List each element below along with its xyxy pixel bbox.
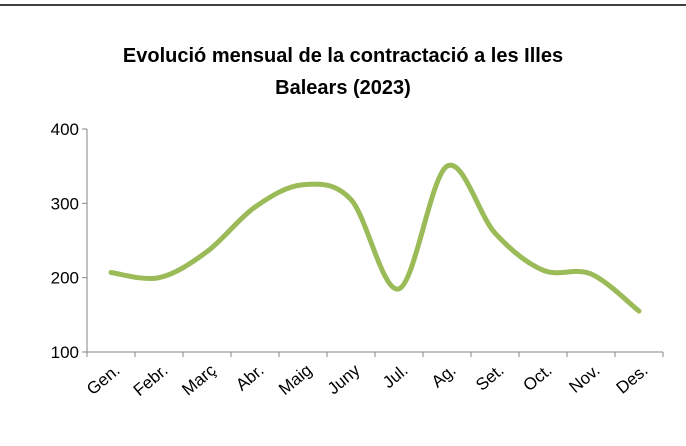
y-tick-label: 300	[51, 194, 79, 213]
x-tick-label: Març	[178, 360, 220, 399]
x-tick-label: Juny	[324, 360, 364, 398]
y-tick-label: 100	[51, 343, 79, 362]
x-tick-label: Des.	[613, 361, 652, 398]
x-tick-label: Set.	[472, 361, 507, 395]
x-tick-label: Nov.	[566, 361, 604, 397]
x-tick-label: Abr.	[232, 361, 267, 395]
chart-title: Evolució mensual de la contractació a le…	[122, 45, 564, 99]
x-tick-label: Jul.	[379, 361, 411, 393]
y-tick-label: 200	[51, 269, 79, 288]
x-tick-label: Maig	[275, 361, 315, 399]
line-series	[108, 162, 642, 314]
x-tick-label: Ag.	[428, 361, 460, 392]
x-tick-label: Oct.	[519, 361, 555, 396]
y-tick-label: 400	[51, 120, 79, 139]
x-tick-label: Febr.	[130, 361, 172, 400]
x-tick-label: Gen.	[83, 361, 123, 399]
